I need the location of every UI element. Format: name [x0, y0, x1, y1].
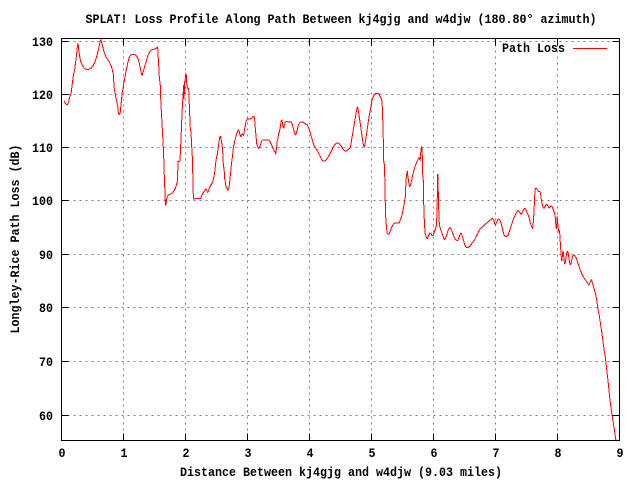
- svg-text:100: 100: [32, 194, 53, 209]
- svg-text:6: 6: [431, 446, 438, 461]
- svg-text:80: 80: [39, 301, 53, 316]
- svg-text:Longley-Rice Path Loss (dB): Longley-Rice Path Loss (dB): [8, 145, 23, 334]
- svg-text:4: 4: [307, 446, 314, 461]
- svg-text:60: 60: [39, 409, 53, 424]
- svg-text:0: 0: [59, 446, 66, 461]
- svg-text:90: 90: [39, 248, 53, 263]
- svg-text:1: 1: [121, 446, 128, 461]
- svg-text:2: 2: [183, 446, 190, 461]
- svg-text:3: 3: [245, 446, 252, 461]
- svg-text:7: 7: [493, 446, 500, 461]
- svg-text:120: 120: [32, 88, 53, 103]
- svg-text:130: 130: [32, 35, 53, 50]
- svg-text:SPLAT! Loss Profile Along Path: SPLAT! Loss Profile Along Path Between k…: [86, 12, 597, 27]
- svg-text:8: 8: [555, 446, 562, 461]
- svg-text:5: 5: [369, 446, 376, 461]
- svg-text:Path Loss: Path Loss: [502, 41, 565, 56]
- svg-text:110: 110: [32, 141, 53, 156]
- svg-text:Distance Between kj4gjg and w4: Distance Between kj4gjg and w4djw (9.03 …: [180, 465, 502, 480]
- svg-text:70: 70: [39, 355, 53, 370]
- svg-text:9: 9: [617, 446, 624, 461]
